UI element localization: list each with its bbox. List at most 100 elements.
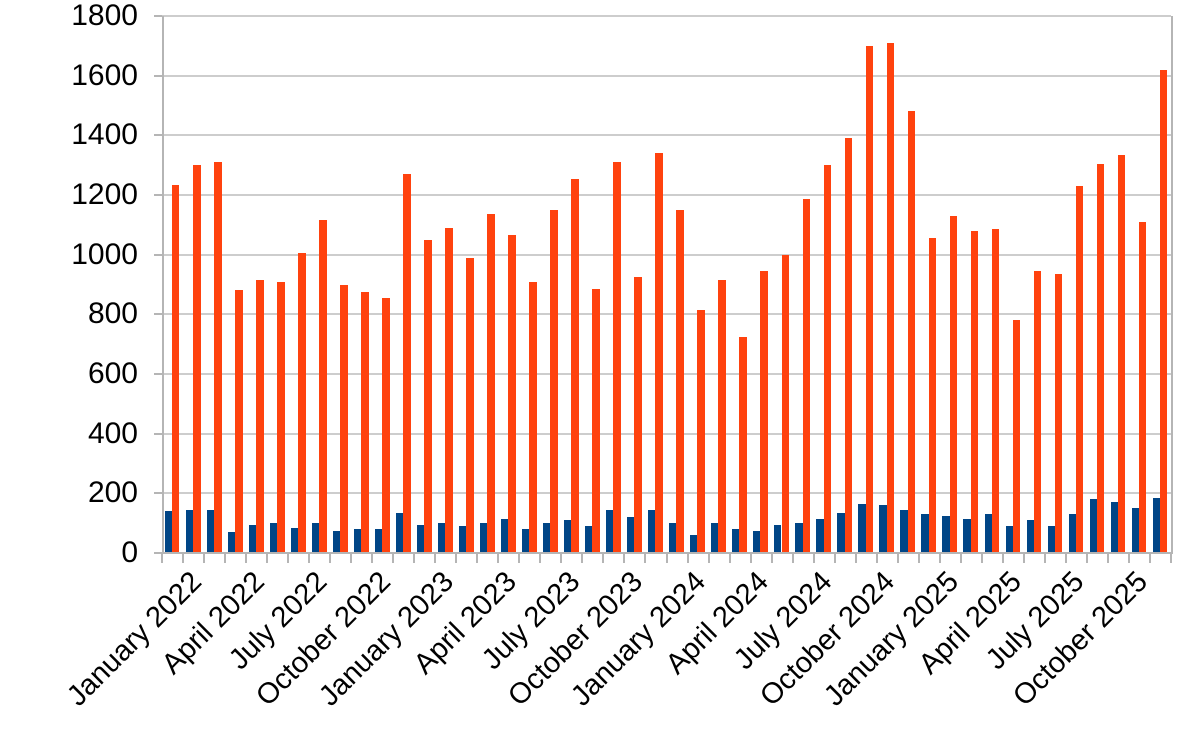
x-tick	[980, 554, 983, 563]
bar-orange-series	[865, 45, 874, 553]
x-tick	[266, 554, 269, 563]
bar-orange-series	[634, 277, 642, 553]
y-tick	[154, 432, 162, 435]
x-tick	[791, 554, 794, 563]
x-axis-line	[162, 552, 1173, 554]
x-tick	[161, 554, 163, 563]
x-tick	[1106, 554, 1109, 563]
bar-blue-series	[837, 512, 845, 553]
bar-orange-series	[802, 199, 811, 553]
x-tick	[434, 554, 437, 563]
bar-blue-series	[269, 523, 277, 553]
x-tick	[329, 554, 332, 563]
x-tick	[560, 554, 563, 563]
bar-blue-series	[627, 517, 635, 553]
bar-orange-series	[1159, 69, 1168, 553]
bar-orange-series	[949, 215, 958, 553]
bar-blue-series	[963, 518, 971, 553]
x-tick	[203, 554, 206, 563]
bar-orange-series	[277, 281, 285, 553]
y-gridline	[162, 313, 1171, 316]
x-tick	[938, 554, 941, 563]
y-tick	[154, 194, 162, 196]
bar-blue-series	[437, 523, 446, 553]
bar-orange-series	[213, 162, 222, 553]
bar-blue-series	[1026, 520, 1034, 553]
bar-orange-series	[823, 165, 832, 553]
bar-blue-series	[732, 529, 740, 553]
bar-blue-series	[690, 535, 698, 553]
bar-orange-series	[781, 254, 790, 553]
x-tick	[245, 554, 248, 563]
bar-blue-series	[185, 510, 193, 553]
bar-blue-series	[1068, 514, 1076, 553]
y-gridline	[162, 15, 1171, 17]
bar-orange-series	[550, 209, 558, 553]
bar-blue-series	[1047, 525, 1055, 553]
y-gridline	[162, 373, 1171, 375]
bar-blue-series	[585, 526, 593, 553]
y-axis-tick-label: 800	[87, 297, 138, 331]
x-tick	[392, 554, 395, 563]
bar-blue-series	[458, 526, 467, 553]
bar-orange-series	[424, 239, 432, 553]
y-gridline	[162, 194, 1171, 196]
bar-blue-series	[1005, 526, 1013, 553]
x-tick	[728, 554, 731, 563]
bar-orange-series	[1054, 274, 1063, 553]
bar-orange-series	[970, 230, 979, 553]
x-tick	[770, 554, 773, 563]
bar-blue-series	[984, 514, 992, 553]
bar-orange-series	[928, 238, 937, 553]
x-tick	[623, 554, 626, 563]
x-tick	[707, 554, 710, 563]
bar-blue-series	[353, 529, 362, 553]
y-tick	[154, 373, 162, 375]
bar-blue-series	[311, 523, 320, 553]
bar-orange-series	[487, 214, 495, 553]
x-tick	[896, 554, 899, 563]
y-gridline	[162, 74, 1171, 77]
x-tick	[833, 554, 836, 563]
bar-orange-series	[697, 309, 705, 553]
bar-orange-series	[234, 290, 243, 553]
x-tick	[854, 554, 857, 563]
x-tick	[224, 554, 227, 563]
y-gridline	[162, 432, 1171, 435]
x-tick	[644, 554, 647, 563]
bar-orange-series	[445, 227, 453, 553]
y-gridline	[162, 253, 1171, 256]
y-axis-tick-label: 1800	[71, 0, 138, 32]
bar-orange-series	[466, 257, 474, 553]
bar-blue-series	[1131, 508, 1139, 553]
x-tick	[581, 554, 584, 563]
bar-blue-series	[501, 518, 509, 553]
bar-blue-series	[416, 524, 425, 553]
bar-blue-series	[480, 523, 488, 553]
bar-orange-series	[1075, 186, 1084, 553]
bar-blue-series	[564, 520, 572, 553]
bar-blue-series	[669, 523, 677, 553]
bar-blue-series	[858, 503, 866, 553]
bar-blue-series	[164, 511, 172, 553]
bar-orange-series	[844, 138, 853, 553]
x-tick	[518, 554, 521, 563]
y-tick	[154, 253, 162, 256]
x-tick	[476, 554, 479, 563]
bar-blue-series	[795, 523, 803, 553]
bar-blue-series	[711, 523, 719, 553]
bar-blue-series	[606, 509, 614, 553]
bar-blue-series	[753, 530, 761, 553]
x-tick	[1170, 554, 1172, 563]
bar-orange-series	[907, 111, 916, 553]
x-tick	[455, 554, 458, 563]
bar-orange-series	[655, 153, 663, 553]
bar-blue-series	[543, 523, 551, 553]
x-tick	[686, 554, 689, 563]
y-tick	[154, 313, 162, 316]
y-axis-line	[162, 16, 164, 553]
bar-orange-series	[255, 280, 264, 553]
bar-blue-series	[879, 505, 887, 553]
bar-orange-series	[192, 165, 201, 553]
